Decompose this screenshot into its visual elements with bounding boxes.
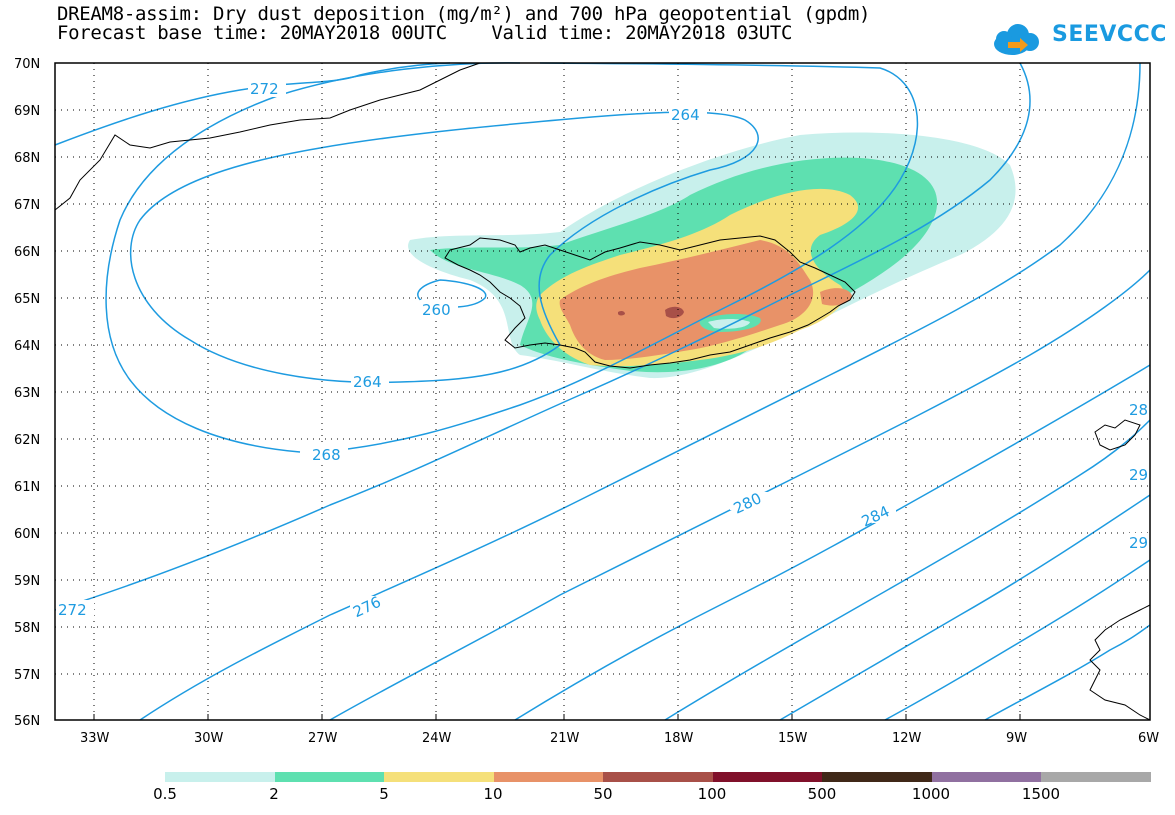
dust-field — [408, 132, 1016, 379]
contour-label: 272 — [58, 601, 87, 619]
legend-swatch — [165, 772, 275, 782]
legend-label: 1500 — [1021, 785, 1061, 803]
legend-swatch — [931, 772, 1041, 782]
contour-label: 264 — [353, 373, 382, 391]
lon-label: 12W — [892, 731, 922, 746]
dust-level-50-spot — [618, 310, 625, 316]
lat-label: 67N — [14, 198, 40, 213]
lat-label: 60N — [14, 527, 40, 542]
legend-label: 100 — [697, 785, 727, 803]
contour-292 — [779, 494, 1151, 721]
contour-264-loop — [129, 111, 759, 384]
legend-label: 2 — [269, 785, 279, 803]
contour-label: 28 — [1129, 401, 1148, 419]
latitude-labels: 70N 69N 68N 67N 66N 65N 64N 63N 62N 61N … — [14, 57, 40, 729]
contour-260-loop — [417, 279, 487, 308]
contour-284 — [514, 364, 1151, 721]
contour-296 — [884, 559, 1151, 721]
seevccc-logo — [994, 24, 1039, 55]
lat-label: 65N — [14, 292, 40, 307]
legend-label: 50 — [593, 785, 613, 803]
lon-label: 24W — [422, 731, 452, 746]
lat-label: 64N — [14, 339, 40, 354]
legend-swatch — [712, 772, 822, 782]
contour-label: 29 — [1129, 534, 1148, 552]
legend-label: 500 — [807, 785, 837, 803]
dust-level-10 — [559, 240, 814, 360]
map-frame — [54, 62, 1151, 721]
faroe-coastline — [1094, 419, 1141, 451]
contour-280 — [329, 269, 1151, 721]
lon-label: 9W — [1006, 731, 1027, 746]
lat-label: 59N — [14, 574, 40, 589]
map-grid — [55, 63, 1150, 720]
lon-label: 6W — [1138, 731, 1159, 746]
lat-label: 62N — [14, 433, 40, 448]
greenland-coastline — [54, 62, 481, 211]
lon-label: 21W — [550, 731, 580, 746]
legend-label: 0.5 — [153, 785, 177, 803]
lat-label: 57N — [14, 668, 40, 683]
contour-label: 29 — [1129, 466, 1148, 484]
geopotential-contours — [54, 62, 1151, 721]
dust-level-10-patch — [820, 288, 852, 306]
lon-label: 30W — [194, 731, 224, 746]
legend-label: 10 — [483, 785, 503, 803]
map-ticks — [93, 714, 1021, 720]
logo-text: SEEVCCC — [1052, 22, 1167, 47]
lat-label: 70N — [14, 57, 40, 72]
contour-268 — [105, 62, 919, 453]
legend-swatch — [384, 772, 494, 782]
lat-label: 61N — [14, 480, 40, 495]
contour-label: 260 — [422, 301, 451, 319]
lat-label: 69N — [14, 104, 40, 119]
contour-272 — [54, 62, 1031, 611]
legend-swatch — [274, 772, 384, 782]
lon-label: 33W — [80, 731, 110, 746]
lat-label: 58N — [14, 621, 40, 636]
lat-label: 66N — [14, 245, 40, 260]
legend-label: 5 — [379, 785, 389, 803]
iceland-coastline — [444, 235, 856, 369]
lat-label: 56N — [14, 714, 40, 729]
color-legend — [165, 772, 1151, 782]
longitude-labels: 33W 30W 27W 24W 21W 18W 15W 12W 9W 6W — [80, 731, 1159, 746]
scotland-coastline — [1089, 604, 1151, 721]
contour-labels: 272 264 260 264 268 272 276 280 284 28 2… — [56, 79, 1149, 621]
map-subtitle: Forecast base time: 20MAY2018 00UTC Vali… — [57, 22, 793, 44]
contour-276 — [139, 62, 1141, 721]
legend-swatch — [493, 772, 603, 782]
map-title: DREAM8-assim: Dry dust deposition (mg/m²… — [57, 3, 871, 25]
contour-272-north — [54, 62, 451, 146]
legend-swatch — [1041, 772, 1151, 782]
contour-300 — [984, 624, 1151, 721]
dust-level-0-5-inner — [708, 319, 750, 329]
cloud-arrow-icon — [994, 24, 1039, 55]
legend-swatch — [603, 772, 713, 782]
legend-swatch — [822, 772, 932, 782]
lat-label: 68N — [14, 151, 40, 166]
lon-label: 15W — [778, 731, 808, 746]
lat-label: 63N — [14, 386, 40, 401]
legend-label: 1000 — [911, 785, 951, 803]
contour-label: 272 — [250, 80, 279, 98]
dust-level-50 — [665, 306, 684, 319]
contour-label: 268 — [312, 446, 341, 464]
contour-label: 264 — [671, 106, 700, 124]
lon-label: 27W — [308, 731, 338, 746]
lon-label: 18W — [664, 731, 694, 746]
contour-288 — [664, 419, 1151, 721]
